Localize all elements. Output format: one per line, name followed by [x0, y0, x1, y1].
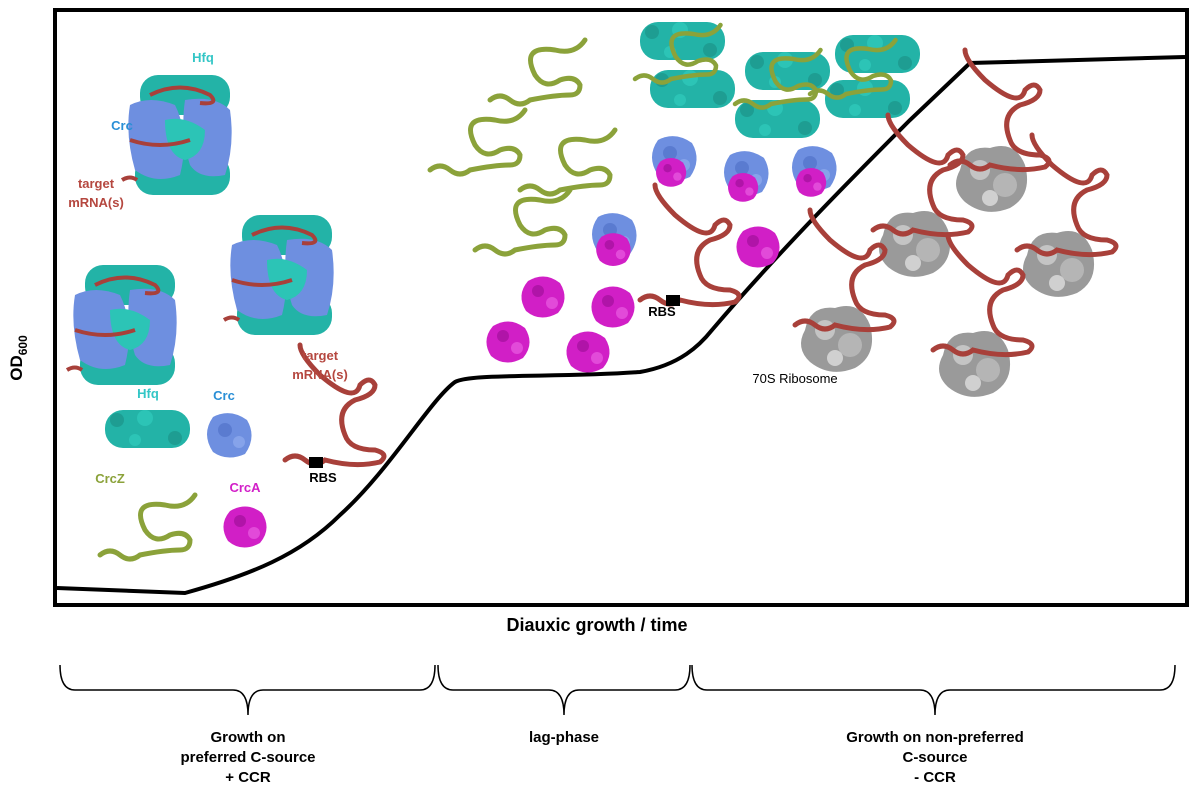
phase-label: Growth on non-preferred [846, 729, 1024, 746]
crca [728, 173, 759, 202]
rbs-box [666, 295, 680, 306]
ribo [956, 146, 1028, 212]
labels: Hfq Crc target mRNA(s) Hfq Crc target mRNA(s) RB… [7, 50, 1024, 786]
crca [591, 286, 635, 328]
crcz [100, 495, 195, 559]
rbs-boxes [309, 295, 680, 468]
y-axis-label-main: OD [7, 355, 26, 381]
phase-label: Growth on [211, 729, 286, 746]
complex [65, 263, 179, 387]
label: CrcA [229, 480, 261, 495]
phase-label: C-source [902, 749, 967, 766]
crca [656, 158, 687, 187]
crcz [430, 110, 525, 174]
label: 70S Ribosome [752, 371, 837, 386]
label: RBS [648, 304, 676, 319]
label: CrcZ [95, 471, 125, 486]
crca [521, 276, 565, 318]
crcz [475, 190, 570, 254]
crca [223, 506, 267, 548]
hfq [105, 410, 190, 448]
label: Hfq [137, 386, 159, 401]
crca [736, 226, 780, 268]
ribo [801, 306, 873, 372]
ribo [1023, 231, 1095, 297]
label: Crc [213, 388, 235, 403]
crcz [520, 130, 615, 194]
phase-label: preferred C-source [180, 749, 315, 766]
brace [691, 664, 1176, 716]
crca [566, 331, 610, 373]
label: target [78, 176, 115, 191]
molecules [65, 22, 1116, 559]
crcz [490, 40, 585, 104]
crca [796, 168, 827, 197]
hfq [640, 22, 725, 60]
phase-braces [59, 664, 1176, 716]
label: Crc [111, 118, 133, 133]
y-axis-label: OD600 [7, 335, 30, 381]
label: mRNA(s) [292, 367, 348, 382]
ribo [939, 331, 1011, 397]
phase-label: + CCR [225, 769, 271, 786]
x-axis-label: Diauxic growth / time [506, 615, 687, 635]
label: mRNA(s) [68, 195, 124, 210]
rbs-box [309, 457, 323, 468]
crc [207, 413, 252, 458]
brace [59, 664, 436, 716]
label: RBS [309, 470, 337, 485]
plot-frame [53, 8, 1189, 607]
ribo [879, 211, 951, 277]
hfq [735, 100, 820, 138]
y-axis-label-sub: 600 [16, 335, 30, 355]
label: target [302, 348, 339, 363]
growth-curve [56, 55, 1186, 596]
complex [120, 73, 234, 197]
label: Hfq [192, 50, 214, 65]
brace [437, 664, 691, 716]
complex [222, 213, 336, 337]
mrna [640, 185, 739, 305]
phase-label: lag-phase [529, 729, 599, 746]
crca [596, 233, 631, 267]
phase-label: - CCR [914, 769, 956, 786]
crca [486, 321, 530, 363]
